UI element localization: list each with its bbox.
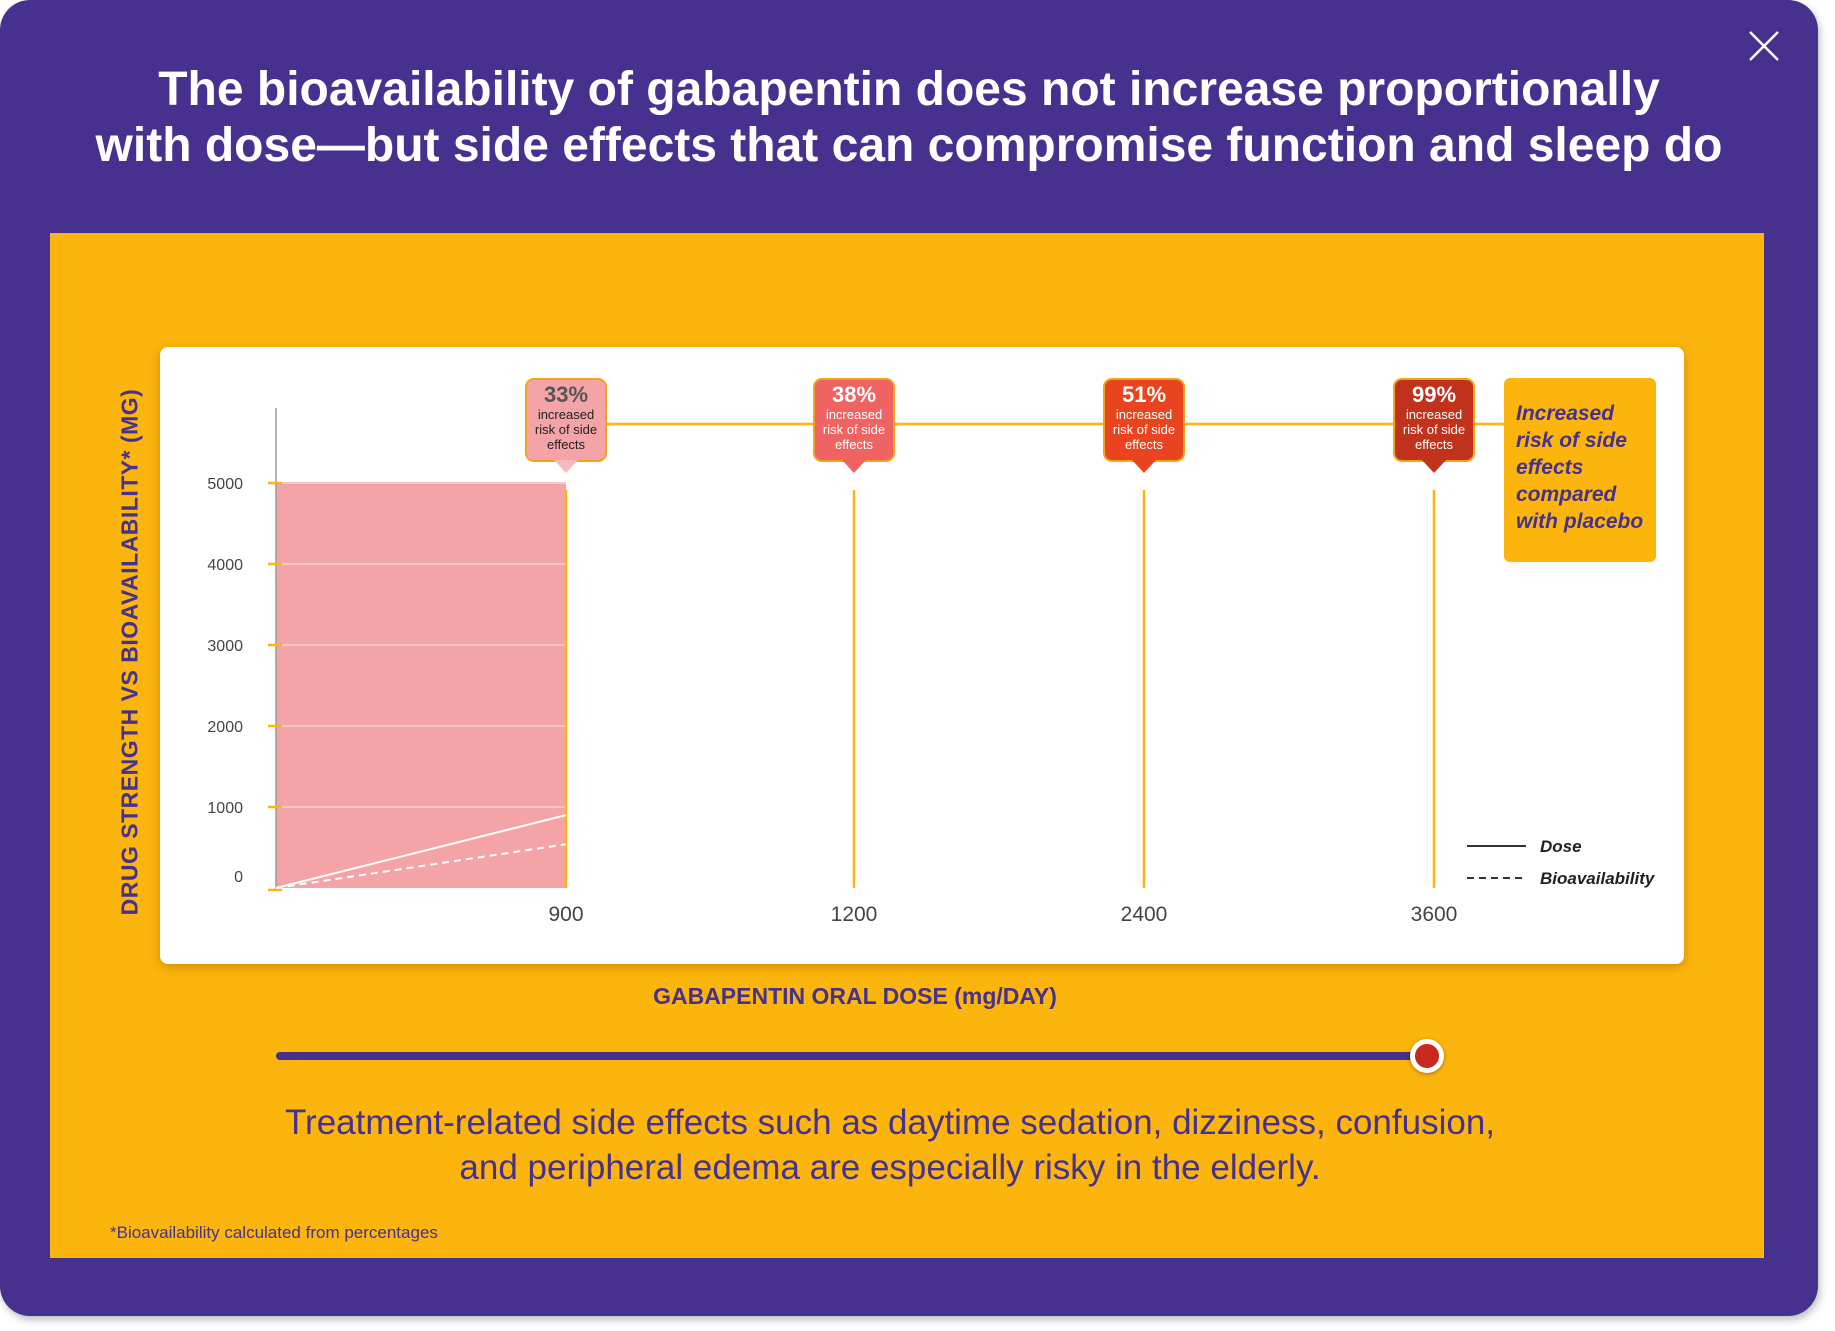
caption: Treatment-related side effects such as d… [100,1100,1680,1190]
y-tick-label: 2000 [207,719,243,736]
caption-line-1: Treatment-related side effects such as d… [284,1103,1496,1142]
x-tick-label: 2400 [1121,903,1168,926]
headline-line-1: The bioavailability of gabapentin does n… [158,63,1660,116]
risk-percent: 33% [543,382,589,407]
callout-pointer [842,460,866,473]
risk-text: increased risk of side effects [534,407,598,452]
risk-percent: 99% [1411,382,1457,407]
footnote: *Bioavailability calculated from percent… [110,1223,438,1242]
risk-percent: 51% [1121,382,1167,407]
risk-callout-2400: 51% increased risk of side effects [1103,378,1185,473]
risk-callout-3600: 99% increased risk of side effects [1393,378,1475,473]
y-tick-label: 1000 [207,800,243,817]
legend-label-bioavailability: Bioavailability [1540,869,1656,888]
risk-text: increased risk of side effects [1402,407,1466,452]
risk-percent: 38% [831,382,877,407]
callout-pointer [1132,460,1156,473]
x-tick-label: 1200 [831,903,878,926]
legend-label-dose: Dose [1540,837,1582,856]
y-tick-label: 3000 [207,638,243,655]
dose-slider-thumb[interactable] [1410,1039,1444,1073]
risk-text: increased risk of side effects [822,407,886,452]
headline: The bioavailability of gabapentin does n… [40,62,1778,174]
risk-text: increased risk of side effects [1112,407,1176,452]
x-tick-label: 3600 [1411,903,1458,926]
callout-pointer [1422,460,1446,473]
close-icon[interactable] [1744,26,1784,66]
risk-callout-900: 33% increased risk of side effects [525,378,607,473]
y-axis-title: DRUG STRENGTH VS BIOAVAILABILITY* (MG) [116,388,143,916]
series-line-bioavailability [275,843,567,889]
x-tick-label: 900 [548,903,583,926]
y-tick-label: 5000 [207,476,243,493]
series-line-dose [275,814,567,889]
headline-line-2: with dose—but side effects that can comp… [95,119,1723,172]
x-axis-title: GABAPENTIN ORAL DOSE (mg/DAY) [653,983,1057,1009]
risk-legend: Increased risk of side effects compared … [1504,378,1656,562]
y-tick-label: 4000 [207,557,243,574]
selected-dose-region [276,483,566,888]
y-tick-label: 0 [234,869,243,886]
risk-callout-1200: 38% increased risk of side effects [813,378,895,473]
caption-line-2: and peripheral edema are especially risk… [459,1148,1321,1187]
callout-pointer [554,460,578,473]
dose-slider-track[interactable] [276,1052,1426,1060]
